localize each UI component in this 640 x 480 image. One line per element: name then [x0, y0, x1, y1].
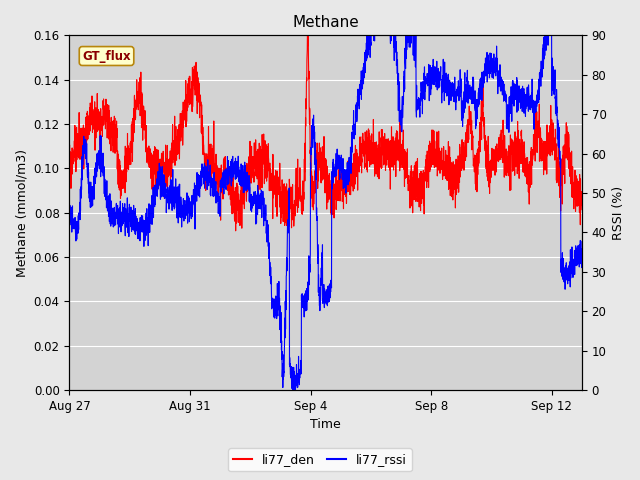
Y-axis label: Methane (mmol/m3): Methane (mmol/m3) — [15, 149, 28, 277]
Legend: li77_den, li77_rssi: li77_den, li77_rssi — [228, 448, 412, 471]
Y-axis label: RSSI (%): RSSI (%) — [612, 186, 625, 240]
Text: GT_flux: GT_flux — [82, 49, 131, 62]
Title: Methane: Methane — [292, 15, 359, 30]
X-axis label: Time: Time — [310, 419, 341, 432]
